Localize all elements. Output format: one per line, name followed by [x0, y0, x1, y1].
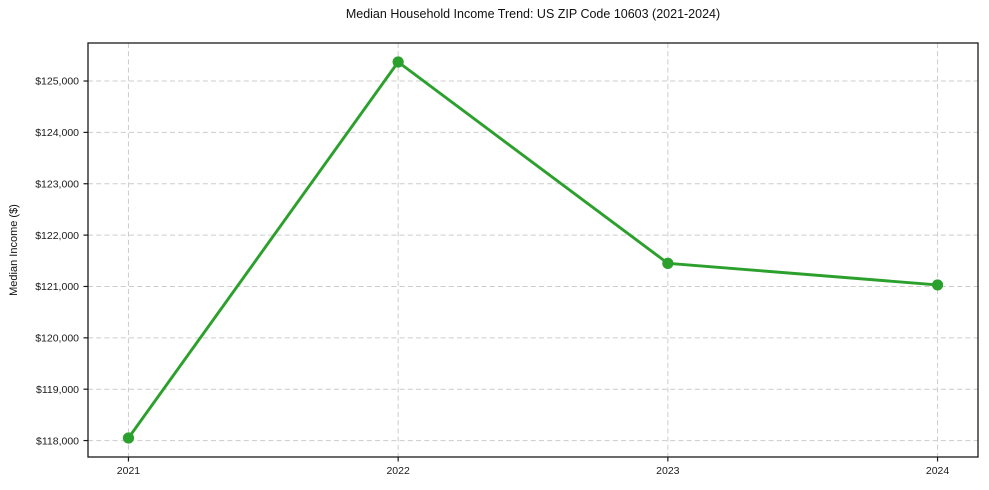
- y-axis-label: Median Income ($): [8, 204, 20, 296]
- x-tick-label: 2024: [926, 465, 950, 477]
- y-tick-label: $121,000: [35, 281, 79, 293]
- x-tick-label: 2021: [117, 465, 141, 477]
- y-tick-label: $120,000: [35, 333, 79, 345]
- y-tick-label: $123,000: [35, 178, 79, 190]
- plot-frame: [87, 42, 979, 458]
- chart-title: Median Household Income Trend: US ZIP Co…: [345, 7, 721, 21]
- y-tick-label: $118,000: [36, 435, 79, 447]
- x-tick-label: 2022: [386, 465, 410, 477]
- data-point-2021: [122, 432, 135, 444]
- y-tick-label: $122,000: [35, 230, 79, 242]
- data-point-2023: [662, 257, 674, 269]
- y-tick-label: $125,000: [35, 76, 79, 88]
- trend-line: [127, 60, 939, 440]
- data-point-2022: [392, 56, 404, 68]
- data-point-2024: [931, 279, 944, 291]
- x-tick-label: 2023: [656, 465, 680, 477]
- y-tick-label: $119,000: [36, 384, 79, 396]
- y-tick-label: $124,000: [35, 127, 79, 139]
